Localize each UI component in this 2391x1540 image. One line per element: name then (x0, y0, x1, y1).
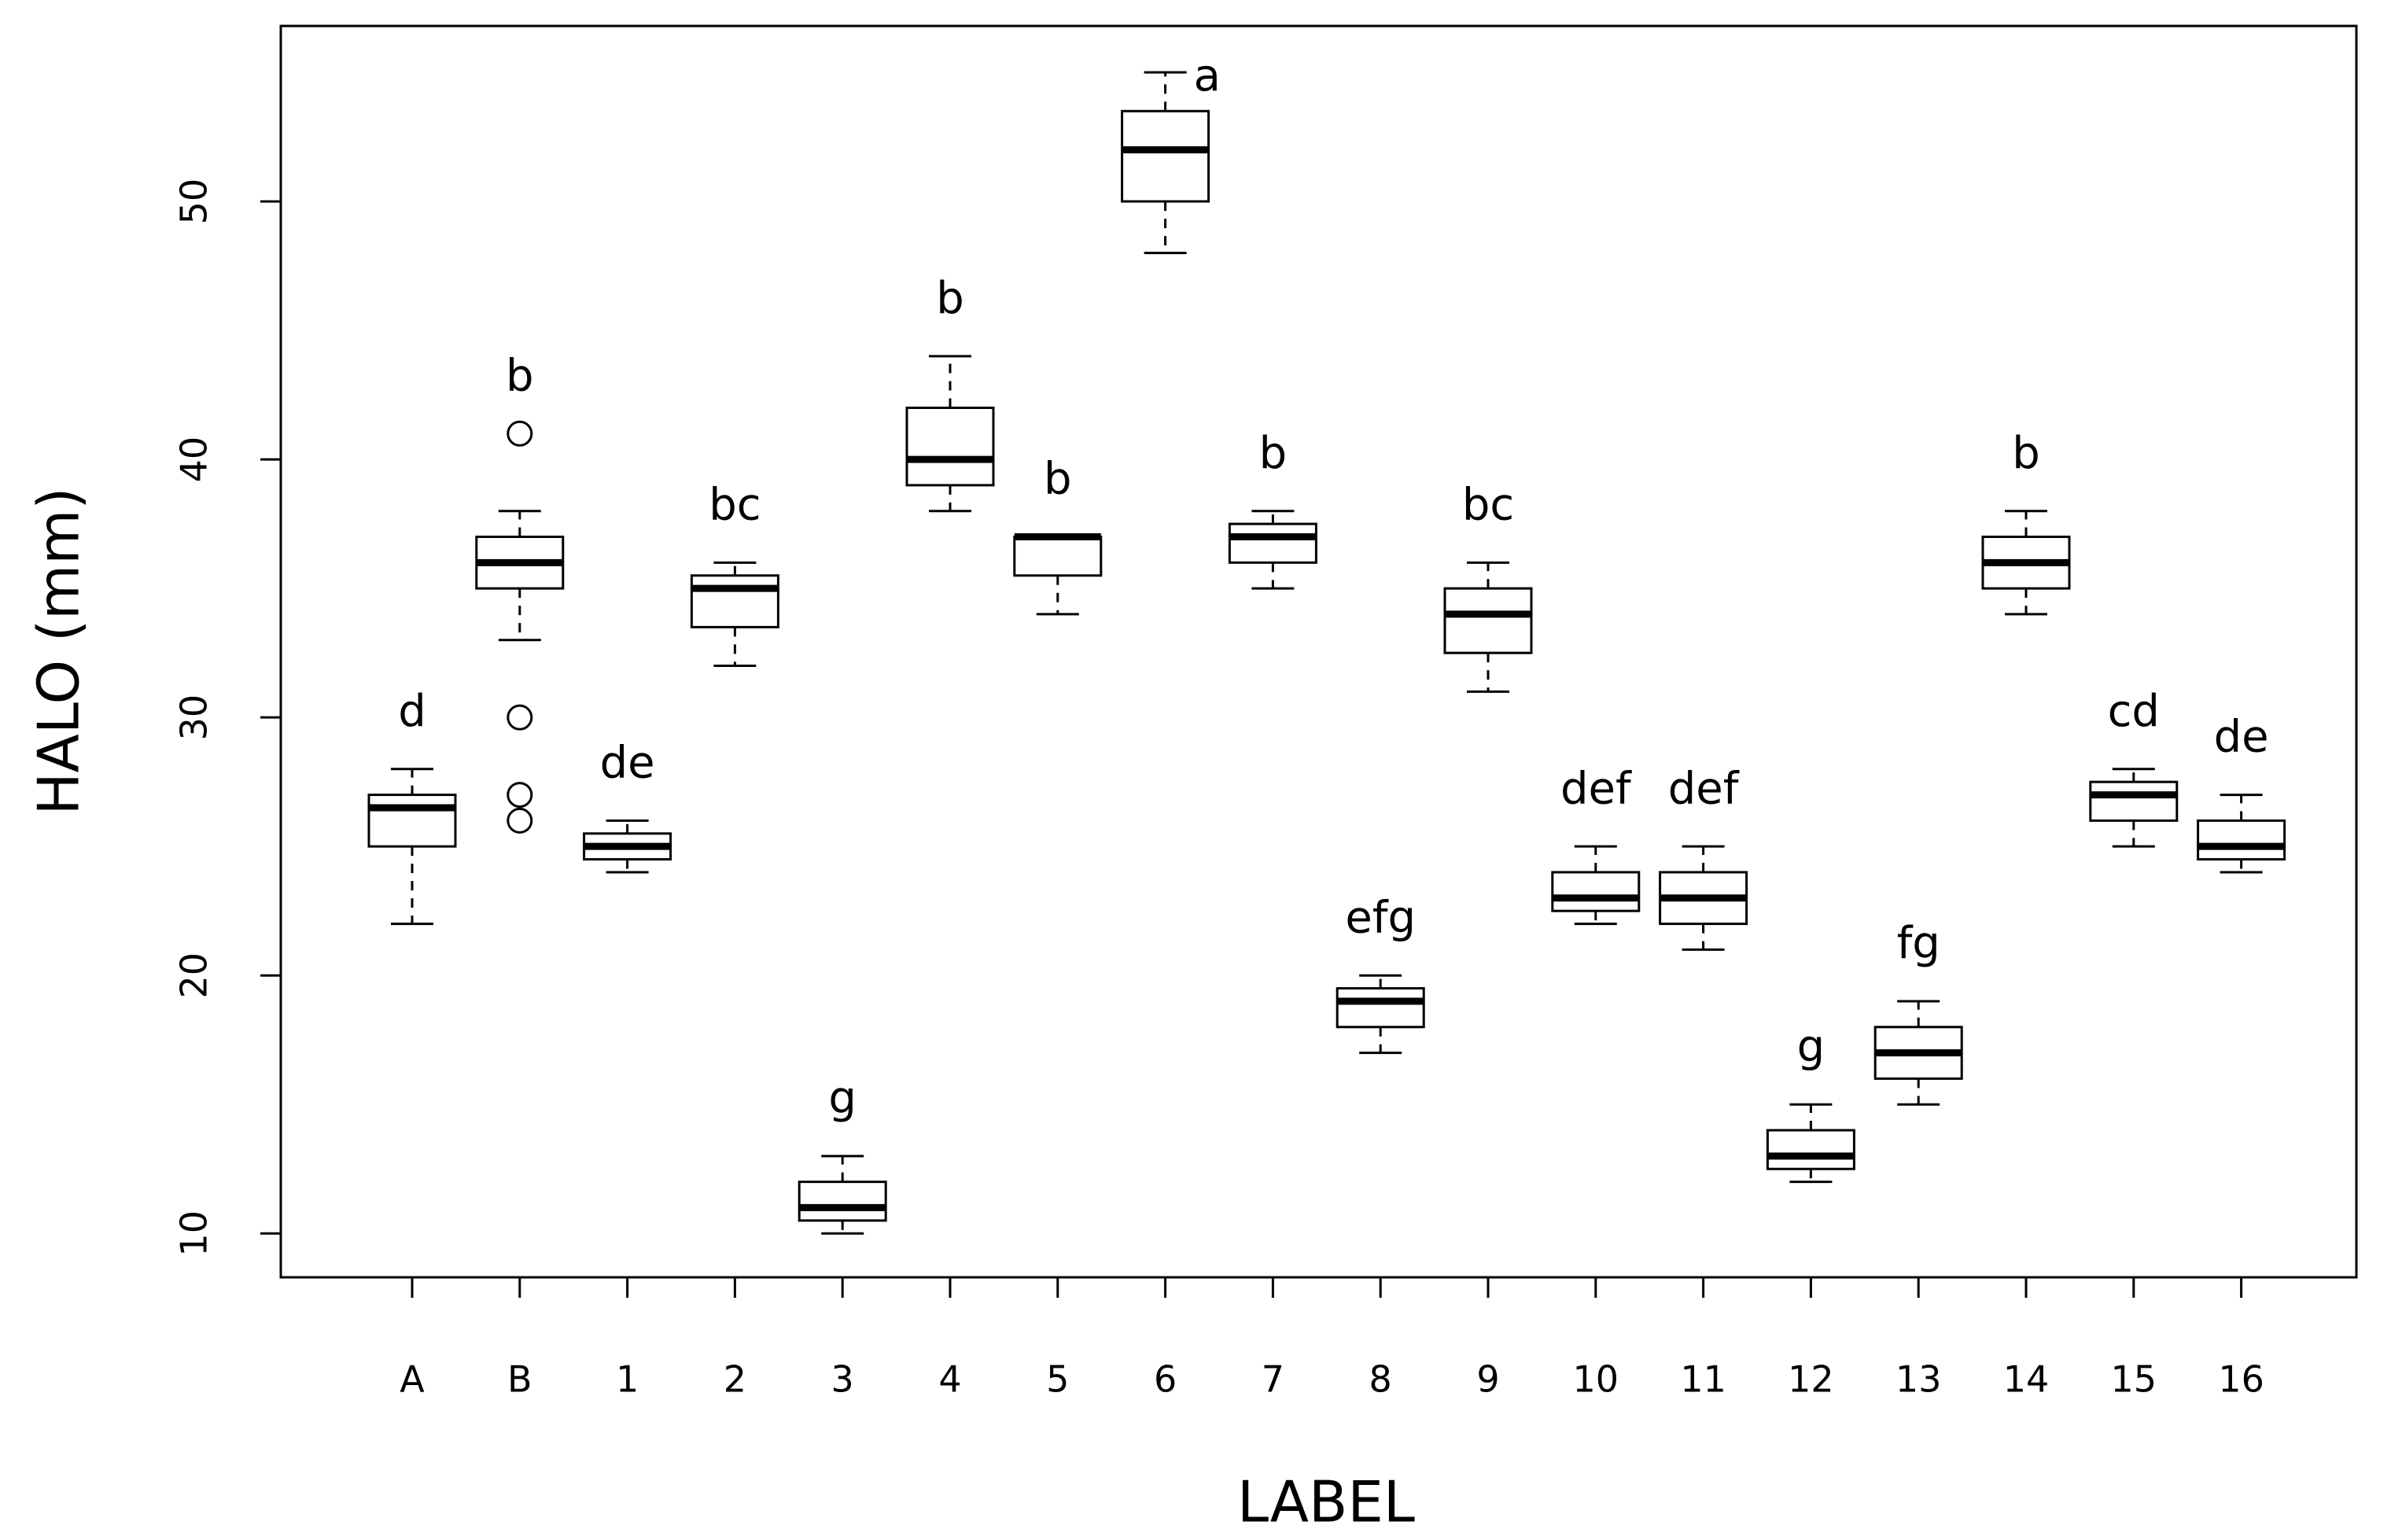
x-tick-label: 4 (938, 1358, 961, 1401)
group-letter: b (1044, 454, 1072, 505)
x-tick-label: 10 (1573, 1358, 1619, 1401)
box (1013, 536, 1103, 577)
box (1766, 1129, 1855, 1170)
box (2089, 780, 2179, 822)
x-tick-label: 3 (831, 1358, 854, 1401)
box (367, 794, 457, 848)
box (798, 1181, 887, 1222)
x-tick-label: 13 (1895, 1358, 1942, 1401)
box (1121, 109, 1210, 203)
group-letter: b (506, 350, 534, 401)
box (1443, 587, 1533, 654)
group-letter: b (2012, 428, 2040, 479)
box (690, 574, 779, 628)
box (1228, 522, 1317, 564)
x-tick-label: 6 (1154, 1358, 1177, 1401)
group-letter: def (1560, 763, 1632, 814)
x-tick-label: 7 (1262, 1358, 1284, 1401)
box (1551, 871, 1641, 912)
outlier (507, 807, 533, 834)
group-letter: efg (1345, 892, 1416, 943)
x-axis-title: LABEL (1237, 1469, 1415, 1535)
group-letter: d (398, 686, 426, 737)
group-letter: cd (2108, 686, 2160, 737)
x-tick-label: 2 (724, 1358, 746, 1401)
x-tick-label: 15 (2111, 1358, 2157, 1401)
group-letter: b (1259, 428, 1288, 479)
box (905, 407, 995, 487)
group-letter: b (936, 273, 964, 324)
box (1335, 987, 1425, 1029)
plot-frame (279, 24, 2358, 1279)
x-tick-label: 12 (1788, 1358, 1834, 1401)
group-letter: a (1194, 50, 1221, 101)
y-tick-label: 40 (173, 437, 216, 483)
x-tick-label: B (507, 1358, 532, 1401)
group-letter: de (600, 738, 655, 789)
x-tick-label: 5 (1046, 1358, 1069, 1401)
group-letter: de (2214, 712, 2269, 763)
outlier (507, 420, 533, 447)
y-tick-label: 30 (173, 694, 216, 741)
x-tick-label: 11 (1680, 1358, 1726, 1401)
x-tick-label: A (400, 1358, 425, 1401)
x-tick-label: 1 (616, 1358, 639, 1401)
group-letter: g (828, 1073, 857, 1124)
group-letter: def (1668, 763, 1740, 814)
group-letter: g (1797, 1021, 1825, 1072)
y-tick-label: 10 (173, 1210, 216, 1257)
x-tick-label: 8 (1369, 1358, 1392, 1401)
y-tick-label: 50 (173, 179, 216, 225)
outlier (507, 704, 533, 731)
x-tick-label: 14 (2003, 1358, 2050, 1401)
group-letter: bc (1462, 479, 1514, 530)
y-axis-title: HALO (mm) (26, 488, 92, 816)
group-letter: fg (1897, 918, 1940, 969)
x-tick-label: 9 (1476, 1358, 1499, 1401)
outlier (507, 782, 533, 809)
y-tick-label: 20 (173, 952, 216, 999)
box (2197, 819, 2286, 861)
x-tick-label: 16 (2218, 1358, 2264, 1401)
group-letter: bc (709, 479, 761, 530)
